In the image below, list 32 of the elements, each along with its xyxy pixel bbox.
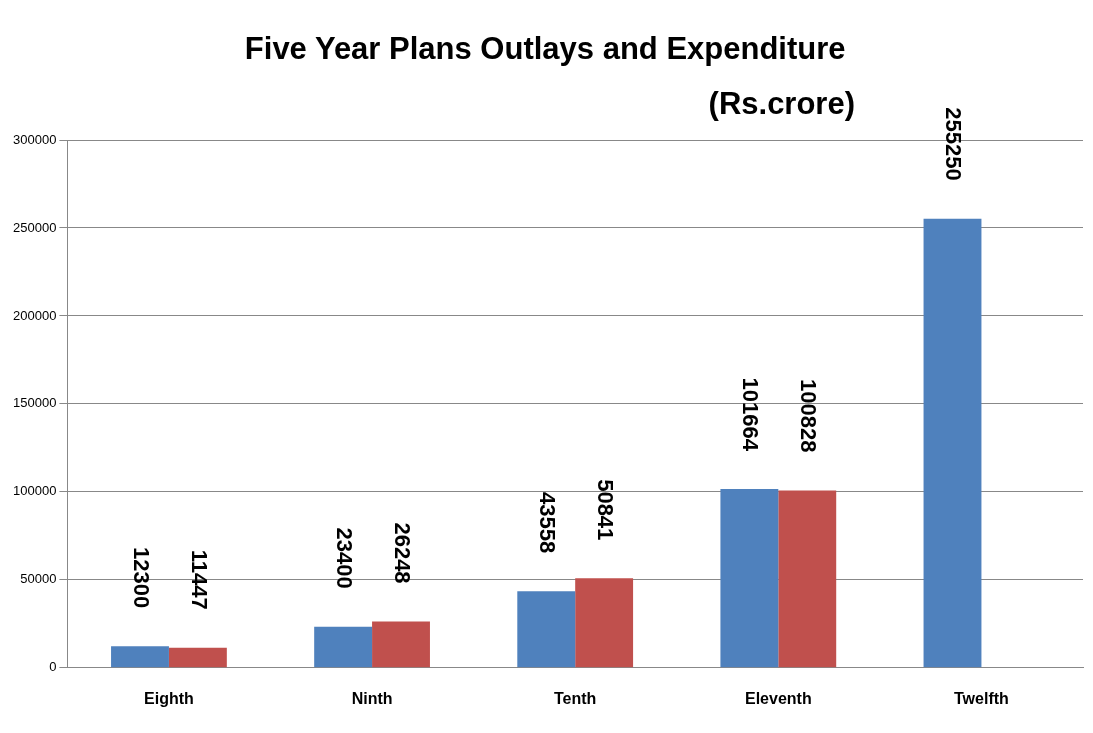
y-tick-label: 250000: [12, 219, 57, 235]
data-label: 255250: [941, 107, 967, 181]
x-tick-label: Eleventh: [744, 689, 812, 707]
y-tick-label: 150000: [12, 395, 57, 411]
data-label: 100828: [796, 378, 822, 453]
bar: [575, 578, 634, 668]
data-label: 12300: [128, 546, 154, 609]
data-label: 101664: [738, 377, 764, 452]
data-label: 43558: [535, 491, 561, 554]
data-label: 26248: [389, 522, 415, 584]
x-tick-label: Eighth: [144, 689, 194, 707]
x-tick-label: Twelfth: [954, 689, 1009, 707]
bar: [923, 218, 982, 668]
chart-title: Five Year Plans Outlays and Expenditure: [244, 30, 846, 66]
y-tick-label: 100000: [12, 483, 57, 499]
x-tick-label: Ninth: [351, 689, 393, 707]
x-tick-label: Tenth: [554, 689, 597, 707]
y-tick-label: 0: [49, 659, 57, 675]
bar: [168, 647, 227, 668]
y-tick-label: 50000: [20, 571, 57, 587]
bar: [372, 621, 430, 668]
y-tick-label: 200000: [12, 307, 57, 323]
data-label: 50841: [593, 479, 619, 541]
bar: [517, 591, 576, 668]
chart-subtitle: (Rs.crore): [708, 85, 855, 121]
bar: [720, 488, 779, 668]
data-label: 23400: [332, 527, 358, 589]
data-label: 11447: [186, 549, 212, 610]
y-tick-label: 300000: [12, 131, 57, 147]
bar: [314, 626, 373, 668]
bar: [778, 490, 837, 668]
bar: [111, 646, 169, 668]
